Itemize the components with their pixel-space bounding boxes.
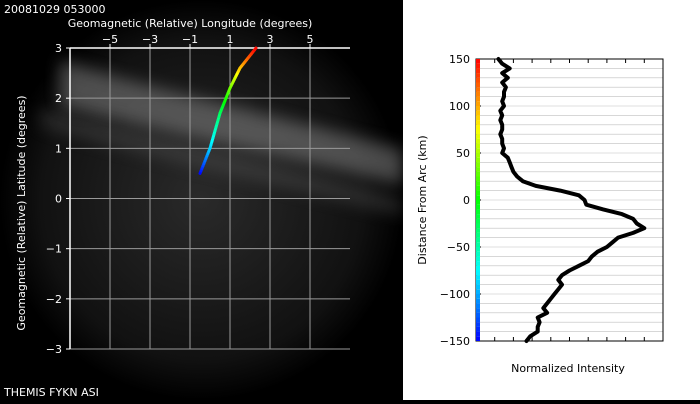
map-x-tick-label: −5 <box>102 33 118 46</box>
profile-y-tick-label: 50 <box>456 147 470 160</box>
map-x-tick-label: 1 <box>227 33 234 46</box>
intensity-series <box>496 57 647 343</box>
map-y-tick-label: 3 <box>55 42 62 55</box>
map-y-tick-label: −2 <box>46 293 62 306</box>
asi-map-chart: −5 −3 −1 1 3 5 3 2 1 0 −1 −2 −3 20081029 053000 Geom… <box>0 0 403 400</box>
map-y-tick-label: 0 <box>55 193 62 206</box>
map-y-tick-label: 1 <box>55 142 62 155</box>
map-y-axis-label: Geomagnetic (Relative) Latitude (degrees… <box>15 95 28 330</box>
profile-y-tick-label: −150 <box>440 335 470 348</box>
map-tick-labels: −5 −3 −1 1 3 5 3 2 1 0 −1 −2 −3 <box>46 33 314 356</box>
profile-y-tick-label: −50 <box>447 241 470 254</box>
map-y-tick-label: 2 <box>55 92 62 105</box>
profile-x-axis-label: Normalized Intensity <box>511 362 625 375</box>
sky-image-background <box>0 0 403 400</box>
profile-y-tick-label: 150 <box>449 53 470 66</box>
map-x-tick-label: −1 <box>182 33 198 46</box>
arc-track-segment <box>252 46 258 52</box>
profile-y-tick-label: 100 <box>449 100 470 113</box>
intensity-profile-chart: 150 100 50 0 −50 −100 −150 Distance From Arc (… <box>416 53 664 375</box>
map-y-tick-label: −3 <box>46 343 62 356</box>
profile-y-tick-label: −100 <box>440 288 470 301</box>
map-x-axis-label: Geomagnetic (Relative) Longitude (degree… <box>68 17 313 30</box>
timestamp-label: 20081029 053000 <box>4 3 105 16</box>
auroral-arc-glow <box>60 60 403 185</box>
profile-tick-labels: 150 100 50 0 −50 −100 −150 <box>440 53 481 348</box>
map-y-tick-label: −1 <box>46 243 62 256</box>
map-x-tick-label: 5 <box>307 33 314 46</box>
map-x-tick-label: −3 <box>142 33 158 46</box>
station-label: THEMIS FYKN ASI <box>3 386 99 399</box>
auroral-arc-glow-secondary <box>40 110 403 215</box>
intensity-profile-panel: 150 100 50 0 −50 −100 −150 Distance From Arc (… <box>403 0 700 400</box>
profile-y-tick-label: 0 <box>463 194 470 207</box>
arc-crossing-track <box>198 46 258 175</box>
asi-image-panel: −5 −3 −1 1 3 5 3 2 1 0 −1 −2 −3 20081029 053000 Geom… <box>0 0 403 400</box>
profile-y-axis-label: Distance From Arc (km) <box>416 135 429 264</box>
map-x-tick-label: 3 <box>267 33 274 46</box>
intensity-series-line <box>496 57 647 343</box>
